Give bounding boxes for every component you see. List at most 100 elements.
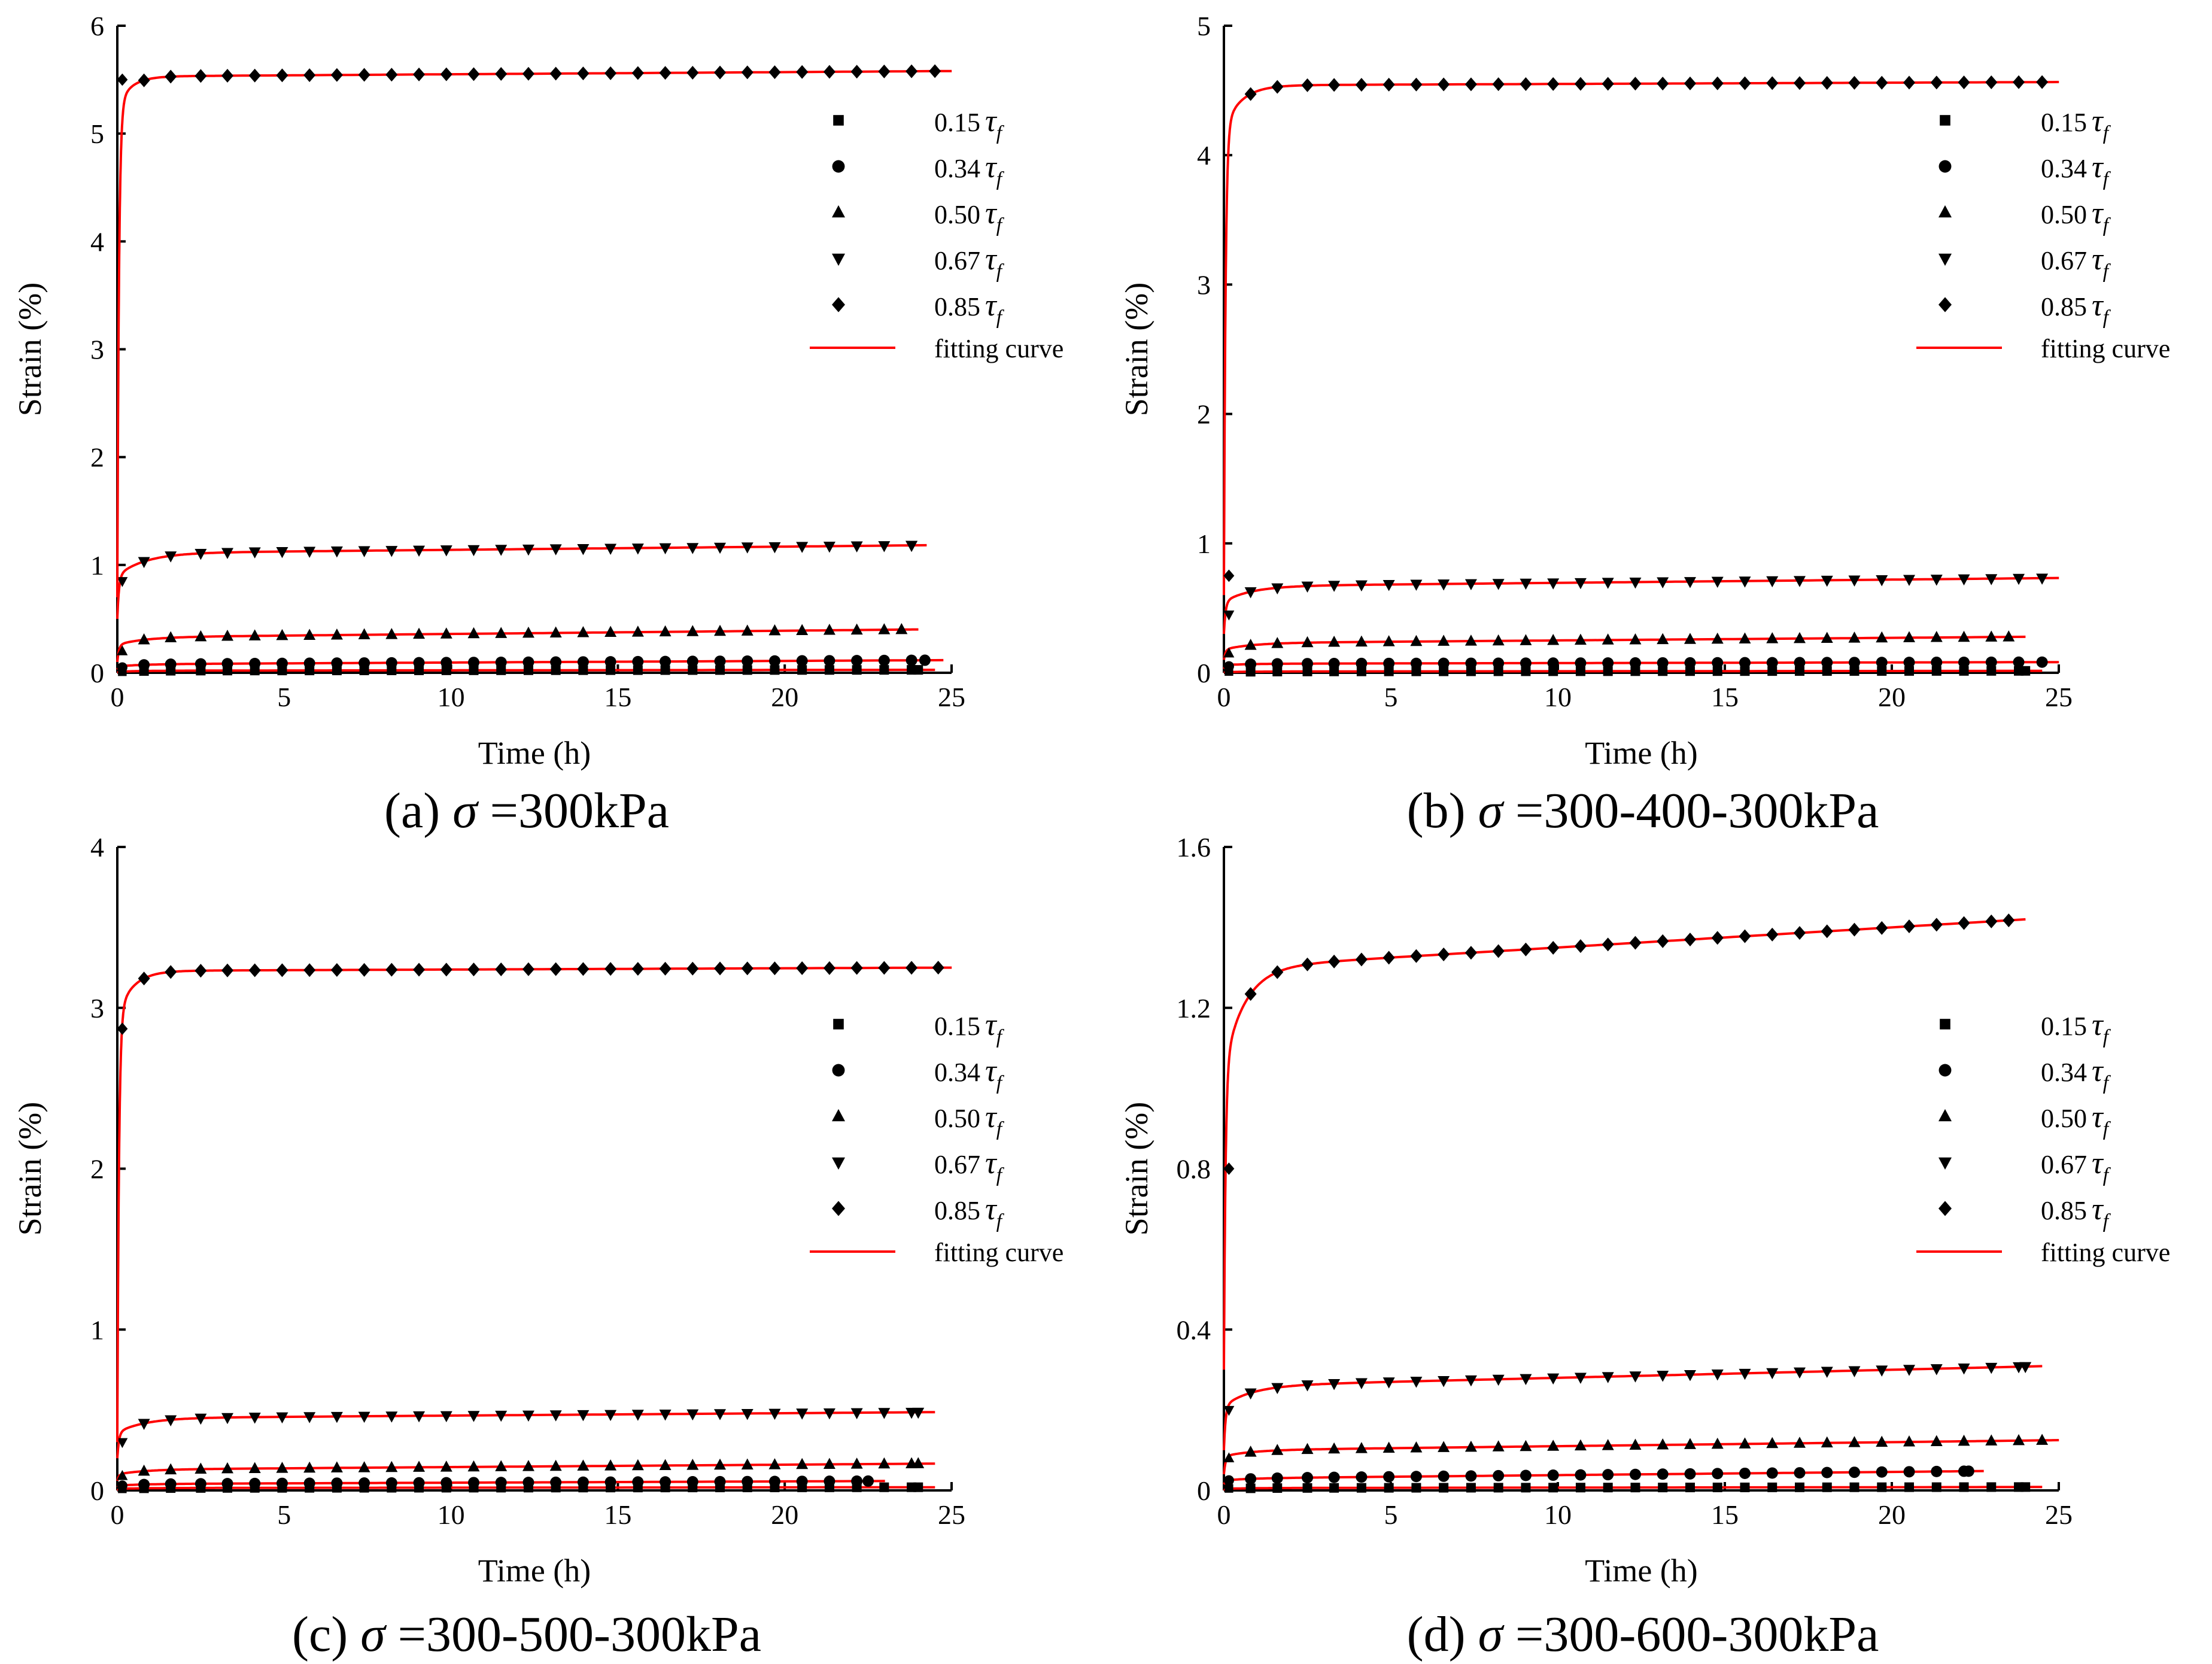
data-point — [824, 655, 835, 667]
data-point — [1931, 1465, 1943, 1477]
caption-prefix: (c) — [292, 1607, 360, 1662]
y-tick-label: 3 — [90, 335, 104, 365]
legend-tau: τ — [985, 1054, 998, 1088]
y-tick-label: 5 — [1197, 11, 1211, 41]
data-point — [522, 1460, 534, 1471]
data-point — [659, 961, 672, 976]
data-point — [303, 1461, 316, 1473]
data-point — [138, 1478, 150, 1490]
y-tick-label: 0 — [1197, 658, 1211, 688]
x-tick-label: 25 — [938, 682, 965, 712]
data-point — [1903, 1365, 1916, 1376]
legend-marker-0.67 — [832, 253, 845, 266]
data-point — [523, 665, 533, 675]
data-point — [248, 547, 261, 559]
data-point — [549, 962, 562, 976]
data-point — [1492, 77, 1505, 92]
data-point — [1958, 630, 1970, 642]
x-tick-label: 15 — [1711, 682, 1739, 712]
data-point — [1384, 666, 1394, 676]
data-point — [604, 1476, 616, 1488]
data-point — [1438, 634, 1450, 646]
legend-tau-sub: f — [2103, 1210, 2111, 1232]
data-point — [604, 1459, 617, 1471]
data-point — [165, 1463, 177, 1475]
data-point — [1439, 666, 1449, 676]
data-point — [1464, 946, 1477, 960]
legend-marker-0.67 — [1938, 253, 1952, 266]
data-point — [221, 963, 234, 977]
data-point — [495, 545, 508, 556]
data-point — [1223, 1475, 1234, 1486]
data-point — [1903, 575, 1916, 587]
data-point — [1985, 914, 1998, 928]
data-point — [495, 962, 508, 976]
data-point — [768, 1458, 781, 1469]
legend-tau-sub: f — [996, 1026, 1005, 1048]
data-point — [1959, 1482, 1969, 1492]
data-point — [551, 665, 561, 675]
data-point — [1793, 926, 1806, 940]
data-point — [385, 1411, 398, 1423]
data-point — [495, 656, 507, 668]
legend-tau-sub: f — [996, 306, 1005, 329]
data-point — [1328, 1442, 1341, 1454]
data-point — [1547, 578, 1560, 590]
data-point — [1658, 1483, 1668, 1493]
data-point — [117, 1022, 128, 1036]
series-0.85 — [1223, 913, 2026, 1370]
x-tick-label: 5 — [277, 682, 291, 712]
data-point — [1684, 657, 1696, 669]
data-point — [1520, 1440, 1532, 1452]
y-tick-label: 1.6 — [1177, 832, 1211, 863]
data-point — [522, 66, 534, 81]
x-axis-label: Time (h) — [478, 1553, 591, 1589]
data-point — [1355, 635, 1368, 647]
legend-label-0.50: 0.50 τf — [2041, 1100, 2111, 1140]
legend-label-0.85: 0.85 τf — [934, 289, 1005, 329]
x-tick-label: 5 — [1384, 1499, 1398, 1530]
data-point — [1794, 666, 1804, 676]
caption-sigma: σ — [360, 1607, 387, 1662]
data-point — [248, 1413, 261, 1424]
data-point — [385, 962, 398, 977]
legend-tau-sub: f — [996, 122, 1005, 144]
data-point — [1603, 666, 1613, 676]
data-point — [1793, 576, 1806, 587]
data-point — [1223, 610, 1235, 621]
legend-label-0.50: 0.50 τf — [2041, 196, 2111, 236]
data-point — [1410, 634, 1423, 646]
data-point — [1301, 581, 1314, 593]
y-tick-label: 4 — [90, 832, 104, 863]
data-point — [919, 654, 931, 666]
data-point — [440, 657, 452, 669]
data-point — [1903, 75, 1916, 90]
data-point — [1271, 1472, 1283, 1484]
data-point — [686, 1476, 698, 1488]
chart-panel-c: 0 5 10 15 20 25 0 1 2 3 4 Time (h) Strain (%) (c) σ =… — [12, 832, 1064, 1662]
data-point — [1629, 1438, 1642, 1450]
data-point — [1630, 1483, 1640, 1493]
data-point — [1272, 666, 1283, 676]
x-tick-label: 20 — [771, 682, 798, 712]
data-point — [741, 1408, 753, 1420]
legend-tau-sub: f — [996, 168, 1005, 190]
data-point — [1903, 1466, 1915, 1478]
fit-curve-0.85 — [116, 69, 952, 597]
data-point — [1382, 951, 1395, 965]
data-point — [1739, 657, 1751, 669]
legend-label-0.15: 0.15 τf — [2041, 1008, 2111, 1048]
data-point — [768, 1475, 780, 1487]
data-point — [1521, 666, 1531, 676]
data-point — [469, 665, 479, 675]
legend-tau: τ — [985, 242, 998, 277]
data-point — [2036, 656, 2048, 668]
legend-marker-0.34 — [1938, 1064, 1952, 1077]
x-tick-label: 10 — [437, 1499, 465, 1530]
data-point — [1223, 1405, 1235, 1416]
data-point — [467, 545, 480, 557]
data-point — [606, 665, 616, 675]
data-point — [221, 1413, 234, 1425]
data-point — [1876, 631, 1888, 643]
data-point — [631, 66, 644, 80]
